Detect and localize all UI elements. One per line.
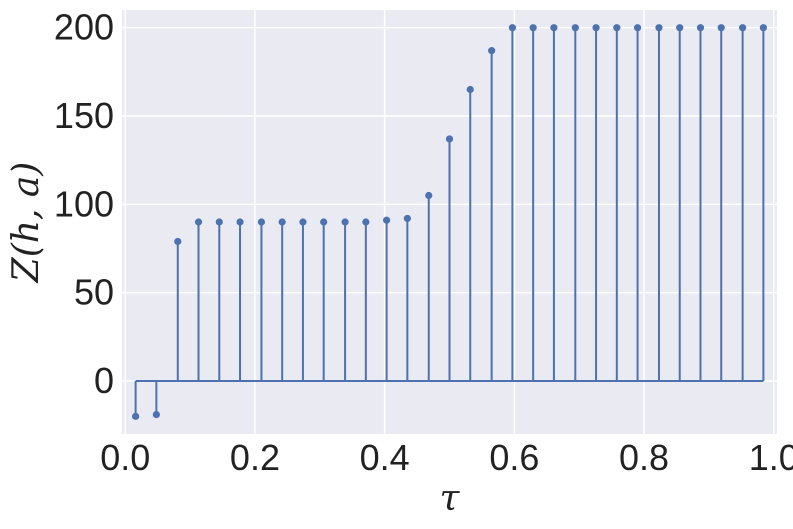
stem-marker [362,218,370,226]
stem-marker [717,24,725,32]
stem-marker [571,24,579,32]
stem-marker [278,218,286,226]
stem-marker [592,24,600,32]
stem-marker [759,24,767,32]
stem-marker [341,218,349,226]
y-tick-label: 0 [94,360,114,401]
stem-marker [445,135,454,143]
y-tick-label: 150 [54,95,114,136]
stem-series [134,27,765,417]
y-axis-label: Z(h, a) [6,162,47,284]
tick-labels: 0.0 0.2 0.4 0.6 0.8 1.0 0 50 100 150 200 [54,7,793,478]
x-tick-label: 0.6 [489,437,539,478]
stem-marker [236,218,244,226]
stem-markers [132,24,767,420]
x-tick-label: 0.8 [619,437,669,478]
stem-marker [382,216,391,224]
stem-marker [425,191,433,200]
stem-marker [633,24,642,32]
stem-marker [174,237,182,246]
y-tick-label: 100 [54,183,114,224]
stem-marker [194,218,203,226]
stem-marker [613,24,621,32]
stem-marker [299,218,307,226]
x-tick-label: 0.0 [100,437,150,478]
stem-marker [403,214,411,223]
x-tick-label: 0.4 [360,437,410,478]
stem-marker [215,218,223,226]
stem-marker [466,85,474,94]
stem-marker [320,218,328,226]
stem-marker [655,24,663,32]
stem-marker [739,24,747,32]
stem-marker [132,412,140,420]
stem-marker [550,24,558,32]
stem-marker [508,24,517,32]
stem-marker [696,24,705,32]
x-tick-label: 0.2 [230,437,280,478]
x-tick-label: 1.0 [749,437,793,478]
stem-marker [488,47,496,55]
y-tick-label: 50 [74,272,114,313]
stem-marker [257,218,266,226]
stem-marker [152,410,160,419]
stem-marker [529,24,537,32]
stem-marker [676,24,684,32]
x-axis-label: τ [440,478,461,519]
y-tick-label: 200 [54,7,114,48]
